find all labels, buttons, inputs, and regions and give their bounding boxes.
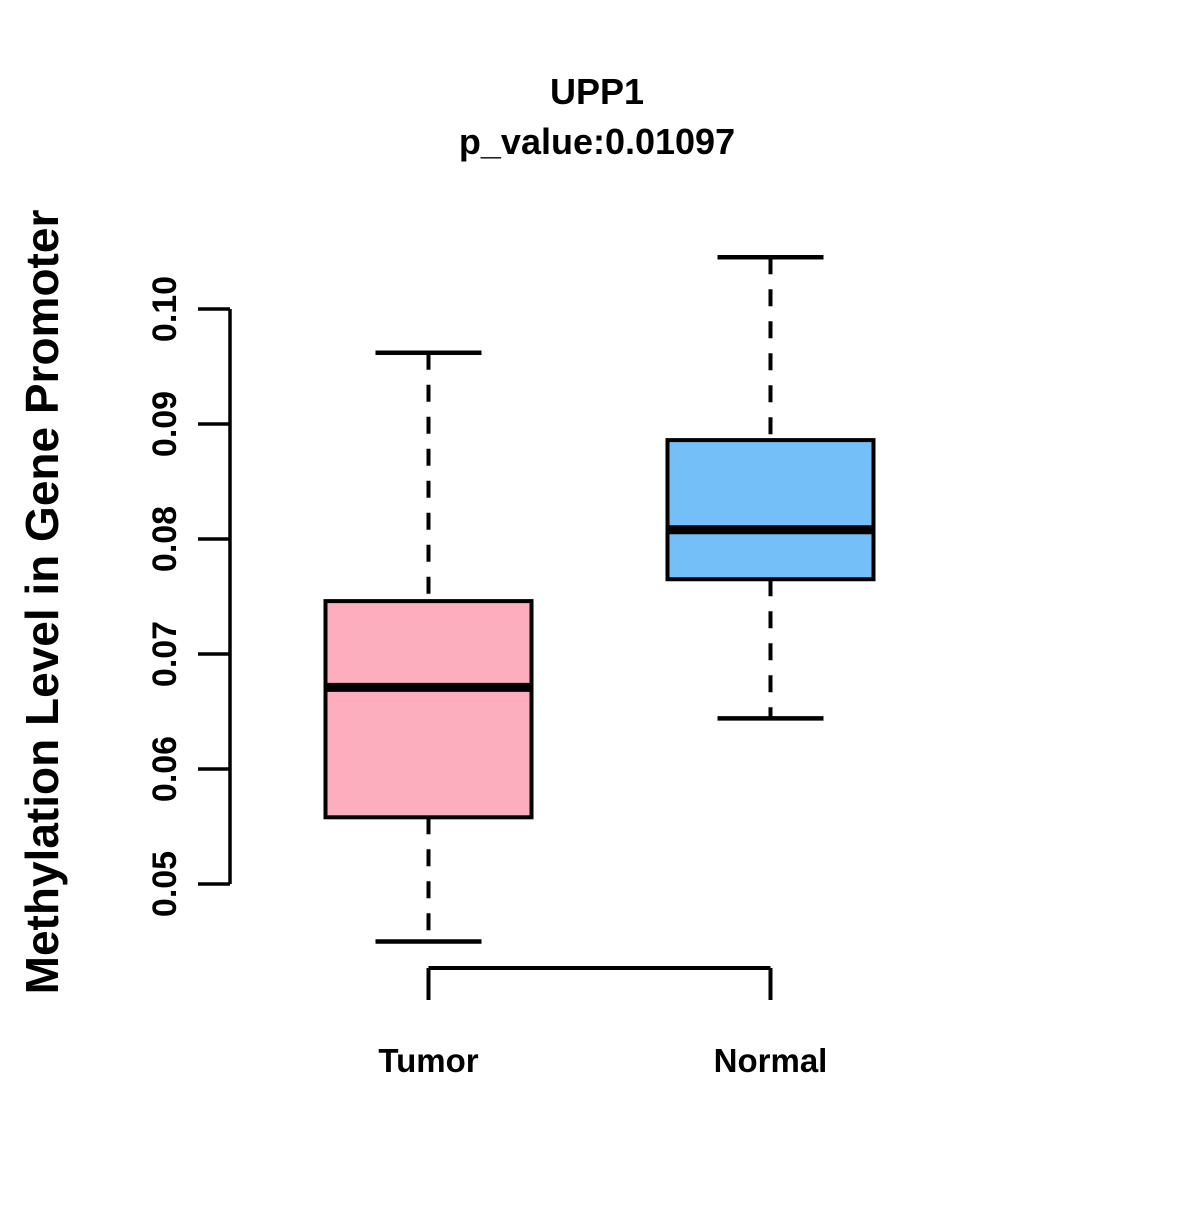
chart-title: UPP1 xyxy=(550,71,644,112)
y-tick-label: 0.10 xyxy=(146,276,184,342)
y-tick-label: 0.06 xyxy=(146,736,184,802)
y-tick-label: 0.05 xyxy=(146,851,184,917)
y-axis-label: Methylation Level in Gene Promoter xyxy=(16,210,68,995)
y-tick-label: 0.08 xyxy=(146,506,184,572)
y-tick-label: 0.09 xyxy=(146,391,184,457)
x-category-label: Tumor xyxy=(378,1042,478,1079)
box-group-normal xyxy=(665,255,876,721)
iqr-box xyxy=(323,599,534,820)
x-category-label: Normal xyxy=(714,1042,828,1079)
iqr-box xyxy=(665,438,876,582)
box-group-tumor xyxy=(323,350,534,944)
y-axis: 0.05 0.06 0.07 0.08 0.09 0.10 xyxy=(146,276,232,917)
x-axis: Tumor Normal xyxy=(378,966,828,1079)
chart-subtitle: p_value:0.01097 xyxy=(459,121,735,162)
y-tick-label: 0.07 xyxy=(146,621,184,687)
boxplot-series xyxy=(323,255,876,944)
